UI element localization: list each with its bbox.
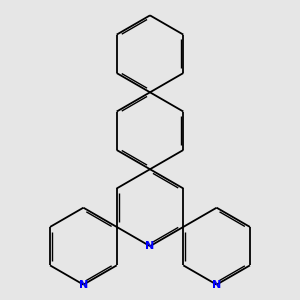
Text: N: N: [212, 280, 221, 290]
Text: N: N: [79, 280, 88, 290]
Text: N: N: [146, 241, 154, 251]
